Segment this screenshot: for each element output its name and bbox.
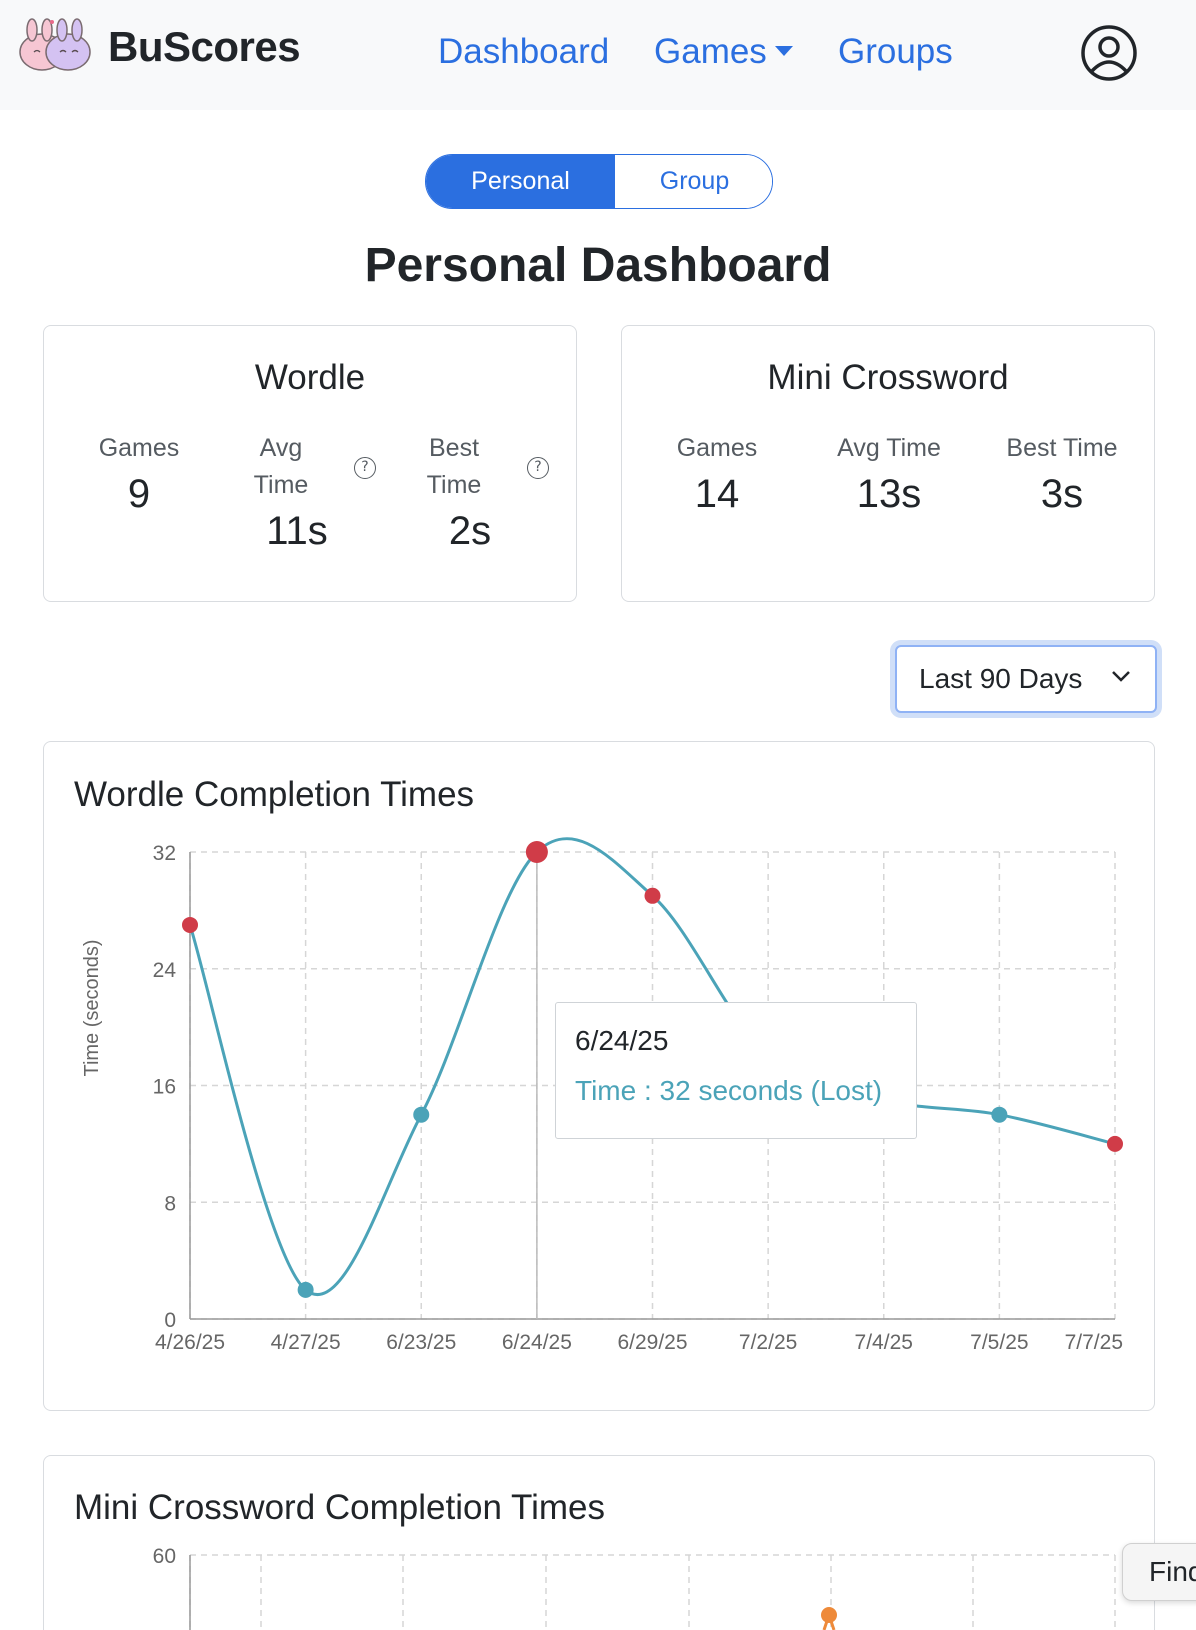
dashboard-toggle: Personal Group	[425, 154, 773, 209]
mini-avg-value: 13s	[856, 472, 922, 516]
mini-best-stat: Best Time 3s	[982, 430, 1142, 519]
mini-chart-title: Mini Crossword Completion Times	[74, 1488, 605, 1527]
nav-groups[interactable]: Groups	[838, 32, 953, 71]
brand[interactable]: BuScores	[14, 16, 301, 78]
nav-dashboard[interactable]: Dashboard	[438, 32, 610, 71]
x-tick-label: 4/26/25	[155, 1331, 225, 1354]
avg-time-help-icon[interactable]: ?	[354, 457, 376, 479]
y-tick-label: 8	[164, 1192, 176, 1215]
nav-games[interactable]: Games	[654, 32, 793, 72]
mini-chart-card: Mini Crossword Completion Times	[43, 1455, 1155, 1630]
wordle-best-value: 2s	[448, 509, 492, 553]
nav-games-label: Games	[654, 32, 767, 71]
wordle-games-stat: Games 9	[59, 430, 219, 519]
wordle-card-title: Wordle	[254, 358, 366, 397]
mini-games-stat: Games 14	[637, 430, 797, 519]
y-tick-label: 0	[164, 1309, 176, 1332]
data-point	[821, 1607, 837, 1623]
mini-best-value: 3s	[1040, 472, 1084, 516]
mini-games-label: Games	[676, 434, 758, 462]
wordle-chart-title: Wordle Completion Times	[74, 775, 475, 814]
y-tick-label: 16	[153, 1076, 176, 1099]
bunnies-logo-icon	[19, 18, 91, 71]
find-button[interactable]: Find	[1122, 1543, 1196, 1601]
chart-tooltip: 6/24/25 Time : 32 seconds (Lost)	[555, 1002, 917, 1139]
x-tick-label: 7/5/25	[970, 1331, 1028, 1354]
data-point	[413, 1106, 430, 1123]
data-point	[1107, 1135, 1123, 1152]
best-time-help-icon[interactable]: ?	[527, 457, 549, 479]
mini-avg-label: Avg Time	[837, 434, 941, 462]
brand-name: BuScores	[108, 23, 301, 70]
y-axis-label: Time (seconds)	[81, 939, 103, 1076]
user-profile-icon[interactable]	[1080, 24, 1138, 82]
y-tick-label: 24	[153, 959, 177, 982]
date-range-value: Last 90 Days	[919, 663, 1083, 694]
x-tick-label: 6/23/25	[386, 1331, 456, 1354]
wordle-games-value: 9	[127, 472, 151, 516]
x-tick-label: 6/29/25	[617, 1331, 687, 1354]
date-range-select[interactable]: Last 90 Days	[895, 645, 1157, 713]
wordle-avg-label-2: Time	[253, 471, 309, 499]
wordle-best-label-2: Time	[426, 471, 482, 499]
x-tick-label: 7/7/25	[1065, 1331, 1123, 1354]
wordle-avg-value: 11s	[266, 509, 328, 553]
data-point	[991, 1106, 1008, 1123]
x-tick-label: 7/4/25	[855, 1331, 913, 1354]
wordle-best-stat: Best Time 2s	[390, 430, 550, 556]
data-point	[525, 841, 548, 863]
chevron-down-icon	[1112, 671, 1130, 682]
wordle-chart: 0 8 16 24 32 4/26/25 4/27/25 6/23/25 6/24/25 6/29…	[81, 837, 1123, 1354]
page-title: Personal Dashboard	[364, 239, 832, 292]
mini-avg-stat: Avg Time 13s	[809, 430, 969, 519]
y-tick-label: 32	[153, 842, 176, 865]
wordle-stats-card: Wordle Games 9 Avg Time 11s ? Best Time …	[43, 325, 577, 602]
tooltip-value: Time : 32 seconds (Lost)	[575, 1075, 883, 1106]
x-tick-label: 4/27/25	[271, 1331, 341, 1354]
x-tick-label: 6/24/25	[502, 1331, 572, 1354]
mini-card-title: Mini Crossword	[767, 358, 1009, 397]
navbar: BuScores Dashboard Games Groups	[0, 0, 1196, 110]
x-tick-label: 7/2/25	[739, 1331, 797, 1354]
data-point	[644, 887, 661, 904]
tooltip-date: 6/24/25	[575, 1025, 669, 1056]
data-point	[182, 916, 198, 933]
y-tick-label: 60	[153, 1545, 176, 1568]
mini-games-value: 14	[694, 472, 740, 516]
toggle-group[interactable]: Group	[615, 155, 772, 208]
caret-down-icon	[774, 45, 793, 56]
data-point	[297, 1281, 314, 1298]
wordle-best-label-1: Best	[428, 434, 480, 462]
wordle-avg-stat: Avg Time 11s	[217, 430, 377, 556]
mini-crossword-stats-card: Mini Crossword Games 14 Avg Time 13s Bes…	[621, 325, 1155, 602]
mini-best-label: Best Time	[1006, 434, 1118, 462]
wordle-avg-label-1: Avg	[259, 434, 303, 462]
toggle-personal[interactable]: Personal	[426, 155, 615, 208]
wordle-games-label: Games	[98, 434, 180, 462]
